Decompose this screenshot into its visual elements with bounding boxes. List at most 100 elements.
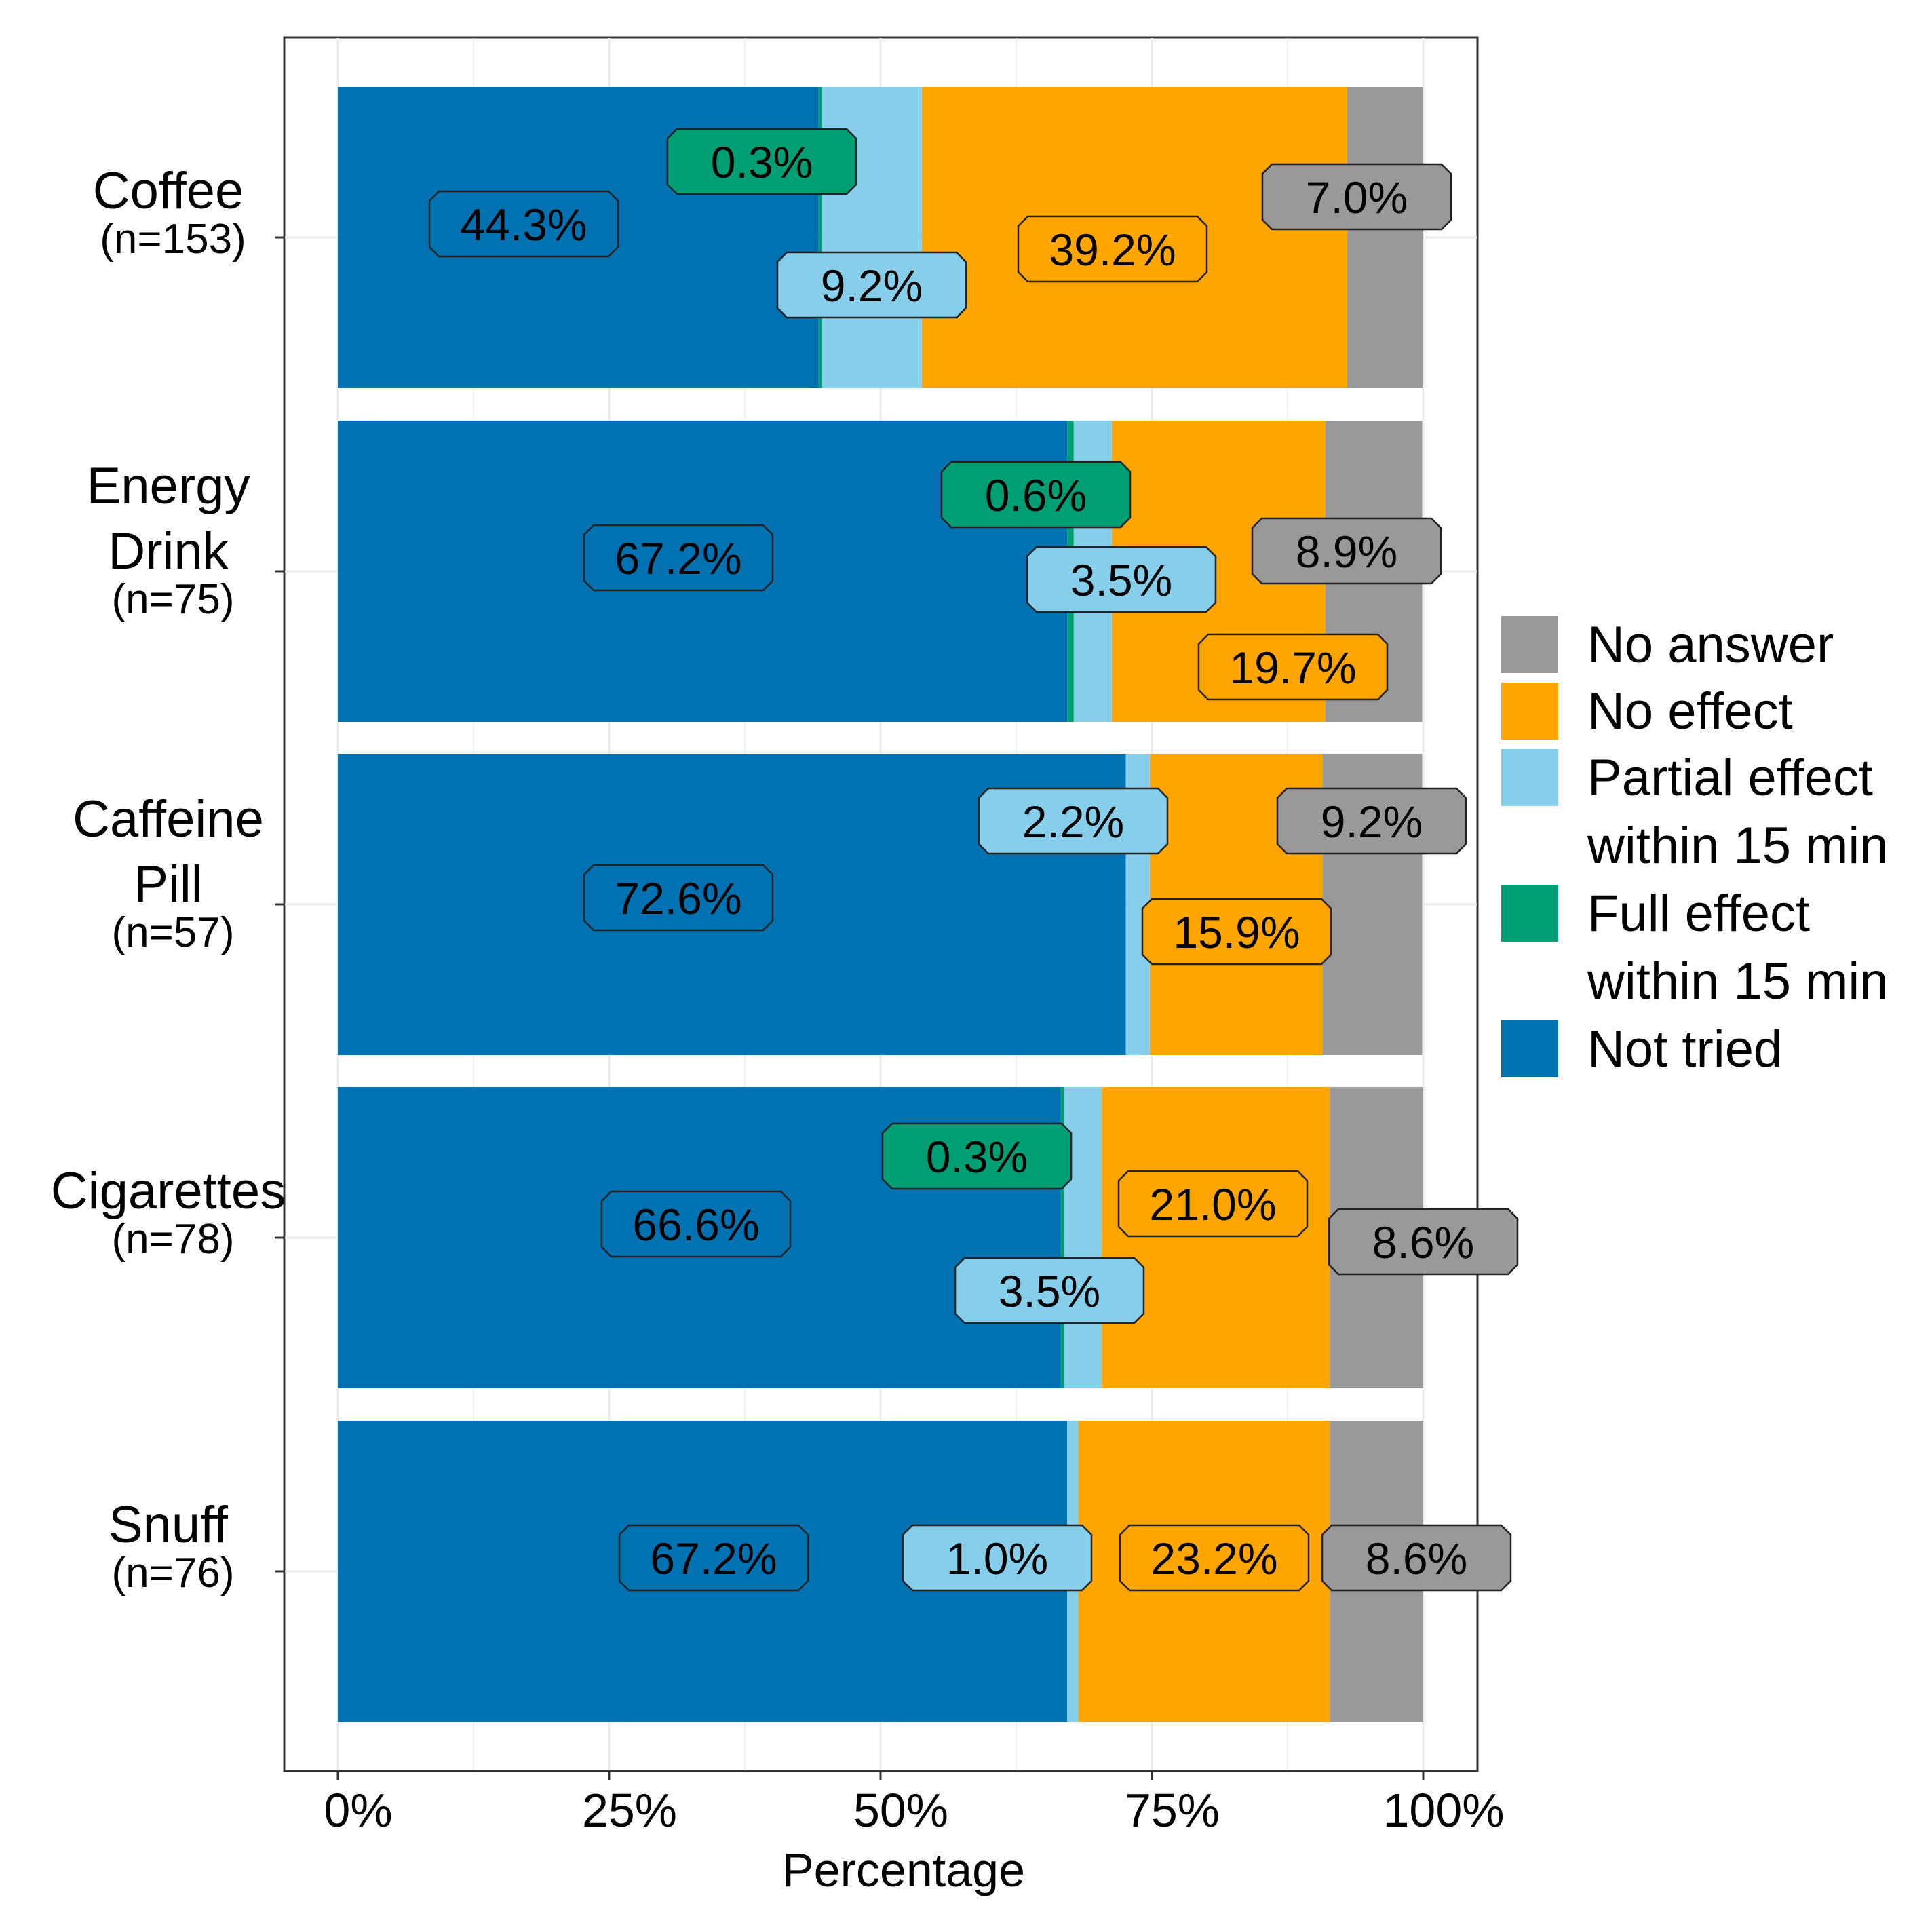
legend-label: Not tried [1587, 1020, 1782, 1078]
data-label-text: 9.2% [1321, 797, 1423, 847]
category-count: (n=78) [112, 1216, 235, 1263]
legend-label: within 15 min [1587, 953, 1889, 1010]
legend-entry: No effect [1501, 683, 1793, 740]
data-label: 8.9% [1251, 517, 1442, 585]
data-label-text: 8.6% [1372, 1217, 1474, 1267]
y-category-label: Coffee(n=153) [93, 162, 246, 263]
legend-entry: Not tried [1501, 1020, 1782, 1078]
data-label-text: 2.2% [1022, 797, 1124, 847]
data-label-text: 3.5% [999, 1266, 1100, 1316]
data-label-box [600, 1190, 792, 1258]
data-label-text: 44.3% [460, 199, 587, 250]
data-label: 23.2% [1119, 1524, 1310, 1592]
data-label-box [1026, 546, 1217, 613]
data-label-text: 8.6% [1366, 1533, 1467, 1584]
data-label-text: 9.2% [821, 261, 923, 311]
data-label-box [881, 1122, 1073, 1190]
data-label-text: 15.9% [1173, 907, 1300, 957]
category-count: (n=153) [100, 216, 246, 263]
data-label-text: 21.0% [1149, 1179, 1276, 1229]
data-label: 0.3% [666, 128, 857, 195]
category-name: Energy [87, 457, 250, 515]
category-name: Coffee [93, 162, 244, 220]
data-label-text: 39.2% [1049, 225, 1176, 275]
x-tick-label: 25% [582, 1784, 677, 1837]
data-label-box [1328, 1208, 1519, 1276]
data-label: 1.0% [902, 1524, 1093, 1592]
data-label-text: 19.7% [1229, 643, 1356, 693]
legend-label: No effect [1587, 683, 1793, 740]
data-label-text: 66.6% [632, 1200, 759, 1250]
data-label-box [1321, 1524, 1512, 1592]
data-label-box [583, 864, 774, 932]
data-label-box [978, 787, 1169, 855]
x-axis-title: Percentage [782, 1844, 1025, 1896]
legend-swatch [1501, 683, 1558, 740]
data-label-text: 0.6% [985, 470, 1087, 520]
bar-segment [818, 87, 822, 388]
legend-label: within 15 min [1587, 817, 1889, 875]
bar-segment [1060, 1087, 1064, 1388]
category-count: (n=57) [112, 909, 235, 956]
x-tick-label: 50% [853, 1784, 948, 1837]
category-name: Drink [108, 522, 229, 580]
legend-entry: No answer [1501, 616, 1834, 674]
axes: 0% 25% 50% 75% 100%Coffee(n=153)EnergyDrink(… [51, 162, 1505, 1837]
y-category-label: Energy Drink(n=75) [87, 457, 250, 623]
legend-swatch [1501, 885, 1558, 942]
data-label-text: 7.0% [1306, 172, 1408, 223]
data-label-text: 0.3% [926, 1132, 1028, 1182]
data-label-box [902, 1524, 1093, 1592]
data-label-box [1141, 898, 1332, 966]
data-label: 67.2% [618, 1524, 809, 1592]
data-label: 72.6% [583, 864, 774, 932]
data-label: 21.0% [1117, 1170, 1309, 1238]
data-label-box [1117, 1170, 1309, 1238]
x-tick-label: 0% [324, 1784, 392, 1837]
data-label: 8.6% [1328, 1208, 1519, 1276]
legend-label: Full effect [1587, 885, 1810, 942]
data-label: 44.3% [428, 190, 619, 258]
data-label: 8.6% [1321, 1524, 1512, 1592]
y-category-label: Cigarettes(n=78) [51, 1162, 286, 1263]
y-category-label: Caffeine Pill(n=57) [73, 790, 264, 956]
data-label-box [1251, 517, 1442, 585]
data-labels: 44.3% 67.2% 72.6% 66.6% 67.2% 0.3% 0.6% 0.3% 9.2… [428, 128, 1519, 1592]
data-label-box [428, 190, 619, 258]
legend-swatch [1501, 749, 1558, 806]
data-label: 39.2% [1017, 215, 1208, 283]
x-tick-label: 100% [1383, 1784, 1504, 1837]
data-label: 3.5% [954, 1257, 1145, 1324]
data-label: 0.3% [881, 1122, 1073, 1190]
legend-entry: Full effect within 15 min [1501, 885, 1889, 1010]
category-name: Snuff [109, 1496, 229, 1554]
data-label-box [1261, 163, 1452, 231]
data-label: 9.2% [776, 251, 967, 319]
legend-swatch [1501, 616, 1558, 673]
y-category-label: Snuff(n=76) [109, 1496, 235, 1597]
data-label-text: 67.2% [615, 533, 741, 584]
data-label: 7.0% [1261, 163, 1452, 231]
legend-label: Partial effect [1587, 749, 1873, 807]
data-label-text: 67.2% [650, 1533, 777, 1584]
legend-entry: Partial effect within 15 min [1501, 749, 1889, 875]
data-label-text: 1.0% [946, 1533, 1048, 1584]
bar-segment [1102, 1087, 1330, 1388]
data-label-text: 72.6% [615, 873, 741, 923]
data-label-box [1276, 787, 1467, 855]
data-label-text: 8.9% [1296, 527, 1397, 577]
data-label: 66.6% [600, 1190, 792, 1258]
data-label: 67.2% [583, 524, 774, 592]
data-label-text: 3.5% [1070, 555, 1172, 605]
data-label-text: 0.3% [711, 137, 813, 187]
data-label-box [583, 524, 774, 592]
category-count: (n=76) [112, 1550, 235, 1597]
data-label-box [1197, 633, 1389, 701]
data-label-box [666, 128, 857, 195]
legend: No answer No effect Partial effect within 1… [1501, 616, 1889, 1078]
data-label: 19.7% [1197, 633, 1389, 701]
category-name: Caffeine [73, 790, 264, 848]
category-name: Cigarettes [51, 1162, 286, 1220]
data-label: 15.9% [1141, 898, 1332, 966]
